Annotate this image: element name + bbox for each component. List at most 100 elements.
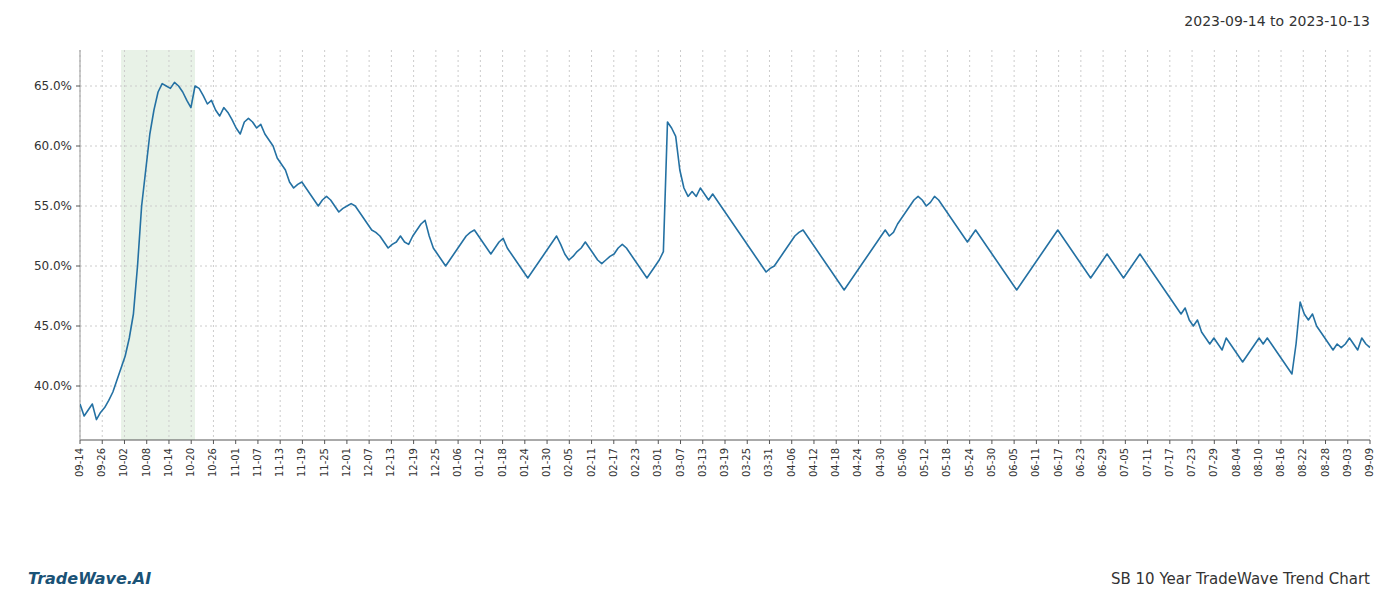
- x-tick: [1058, 440, 1059, 444]
- grid-line-x: [168, 50, 169, 440]
- x-tick: [702, 440, 703, 444]
- grid-line-x: [124, 50, 125, 440]
- title: 2023-09-14 to 2023-10-13: [1184, 13, 1370, 29]
- x-tick-label: 01-24: [519, 448, 530, 477]
- x-tick: [502, 440, 503, 444]
- x-tick: [969, 440, 970, 444]
- x-tick-label: 06-17: [1053, 448, 1064, 477]
- x-tick: [947, 440, 948, 444]
- x-tick-label: 11-01: [230, 448, 241, 477]
- grid-line-x: [413, 50, 414, 440]
- highlight-region: [121, 50, 195, 440]
- x-tick: [146, 440, 147, 444]
- y-tick-label: 45.0%: [34, 319, 72, 333]
- grid-line-x: [1036, 50, 1037, 440]
- grid-line-x: [902, 50, 903, 440]
- footer-left: TradeWave.AI: [28, 569, 151, 588]
- x-tick-label: 06-29: [1097, 448, 1108, 477]
- x-tick: [413, 440, 414, 444]
- x-tick-label: 01-06: [452, 448, 463, 477]
- x-tick: [458, 440, 459, 444]
- grid-line-x: [791, 50, 792, 440]
- x-tick-label: 06-23: [1075, 448, 1086, 477]
- x-tick-label: 03-01: [652, 448, 663, 477]
- y-tick: [76, 146, 80, 147]
- x-tick-label: 02-11: [586, 448, 597, 477]
- x-tick: [302, 440, 303, 444]
- grid-line-x: [369, 50, 370, 440]
- y-tick: [76, 266, 80, 267]
- grid-line-x: [1303, 50, 1304, 440]
- grid-line-x: [1281, 50, 1282, 440]
- grid-line-x: [1258, 50, 1259, 440]
- y-tick-label: 65.0%: [34, 79, 72, 93]
- grid-line-x: [502, 50, 503, 440]
- grid-line-x: [1147, 50, 1148, 440]
- x-tick: [257, 440, 258, 444]
- x-tick-label: 04-30: [875, 448, 886, 477]
- grid-line-x: [591, 50, 592, 440]
- x-tick: [1214, 440, 1215, 444]
- x-tick: [1103, 440, 1104, 444]
- grid-line-x: [280, 50, 281, 440]
- grid-line-x: [613, 50, 614, 440]
- grid-line-x: [1325, 50, 1326, 440]
- x-tick: [191, 440, 192, 444]
- grid-line-x: [1347, 50, 1348, 440]
- grid-line-x: [725, 50, 726, 440]
- x-tick-label: 04-18: [830, 448, 841, 477]
- plot-area: [80, 82, 1370, 419]
- grid-line-x: [769, 50, 770, 440]
- x-axis: 09-1409-2610-0210-0810-1410-2010-2611-01…: [74, 440, 1375, 477]
- x-tick: [1303, 440, 1304, 444]
- x-tick-label: 07-29: [1208, 448, 1219, 477]
- x-tick-label: 12-13: [385, 448, 396, 477]
- x-tick: [1325, 440, 1326, 444]
- footer-right: SB 10 Year TradeWave Trend Chart: [1111, 570, 1370, 588]
- grid-line-x: [1058, 50, 1059, 440]
- grid-line-x: [1236, 50, 1237, 440]
- x-tick: [1236, 440, 1237, 444]
- x-tick: [791, 440, 792, 444]
- x-tick-label: 06-11: [1030, 448, 1041, 477]
- grid-line-x: [302, 50, 303, 440]
- x-tick: [124, 440, 125, 444]
- grid-line-x: [547, 50, 548, 440]
- x-tick-label: 05-06: [897, 448, 908, 477]
- x-tick: [213, 440, 214, 444]
- x-tick: [235, 440, 236, 444]
- grid-line-x: [880, 50, 881, 440]
- x-tick: [1147, 440, 1148, 444]
- grid-line-x: [435, 50, 436, 440]
- x-tick: [480, 440, 481, 444]
- x-tick: [569, 440, 570, 444]
- x-tick: [1281, 440, 1282, 444]
- x-tick-label: 11-25: [319, 448, 330, 477]
- x-tick: [880, 440, 881, 444]
- x-tick-label: 08-16: [1275, 448, 1286, 477]
- x-tick-label: 01-30: [541, 448, 552, 477]
- line: [80, 82, 1370, 419]
- grid-line-x: [969, 50, 970, 440]
- x-tick: [391, 440, 392, 444]
- x-tick: [613, 440, 614, 444]
- x-tick-label: 10-14: [163, 448, 174, 477]
- x-tick-label: 12-01: [341, 448, 352, 477]
- x-tick-label: 10-26: [207, 448, 218, 477]
- grid-line-x: [1192, 50, 1193, 440]
- y-axis: 40.0%45.0%50.0%55.0%60.0%65.0%: [34, 79, 80, 393]
- x-tick: [1014, 440, 1015, 444]
- grid-line-x: [836, 50, 837, 440]
- grid-line-x: [1169, 50, 1170, 440]
- grid-line-x: [346, 50, 347, 440]
- grid-line-x: [1125, 50, 1126, 440]
- x-tick: [680, 440, 681, 444]
- x-tick-label: 11-07: [252, 448, 263, 477]
- x-tick: [813, 440, 814, 444]
- x-tick: [168, 440, 169, 444]
- y-tick-label: 60.0%: [34, 139, 72, 153]
- x-tick: [991, 440, 992, 444]
- y-tick-label: 50.0%: [34, 259, 72, 273]
- grid-line-x: [257, 50, 258, 440]
- x-tick-label: 05-24: [964, 448, 975, 477]
